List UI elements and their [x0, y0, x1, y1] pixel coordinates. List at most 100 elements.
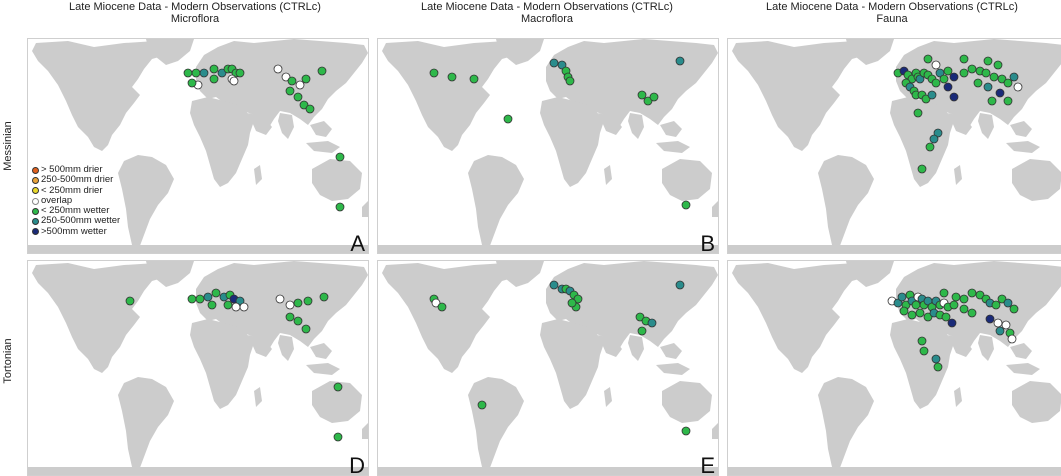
site-marker [208, 301, 216, 309]
continent-southeast-asia [1010, 343, 1032, 359]
continent-north-america [732, 263, 874, 373]
site-marker [942, 313, 950, 321]
continent-antarctica [28, 245, 368, 253]
continent-madagascar [954, 165, 962, 185]
site-marker [294, 299, 302, 307]
site-marker [926, 143, 934, 151]
column-title-fauna: Late Miocene Data - Modern Observations … [727, 1, 1057, 25]
continent-new-zealand [362, 423, 368, 439]
site-marker [334, 383, 342, 391]
continent-greenland [496, 39, 544, 65]
continent-indonesia [1006, 363, 1040, 375]
site-marker [188, 295, 196, 303]
site-marker [968, 309, 976, 317]
site-marker [948, 319, 956, 327]
site-marker [294, 93, 302, 101]
map-panel-c: C [727, 38, 1061, 254]
continent-new-zealand [712, 201, 718, 217]
site-marker [430, 69, 438, 77]
site-marker [960, 295, 968, 303]
site-marker [304, 297, 312, 305]
legend-swatch [32, 167, 39, 174]
site-marker [682, 201, 690, 209]
site-marker [200, 69, 208, 77]
site-marker [638, 327, 646, 335]
map-panel-e: E [377, 260, 719, 476]
continent-south-america [818, 377, 874, 473]
continent-madagascar [254, 165, 262, 185]
continent-southeast-asia [310, 343, 332, 359]
site-marker [992, 301, 1000, 309]
site-marker [318, 67, 326, 75]
continent-greenland [146, 39, 194, 65]
site-marker [988, 97, 996, 105]
site-marker [984, 57, 992, 65]
legend-swatch [32, 228, 39, 235]
site-marker [940, 289, 948, 297]
continent-africa [190, 97, 254, 187]
continent-india [628, 335, 644, 361]
continent-africa [890, 97, 954, 187]
site-marker [286, 313, 294, 321]
site-marker [960, 305, 968, 313]
site-marker [928, 91, 936, 99]
continent-africa [540, 319, 604, 409]
continent-new-zealand [712, 423, 718, 439]
site-marker [1010, 305, 1018, 313]
site-marker [912, 301, 920, 309]
site-marker [944, 67, 952, 75]
site-marker [960, 55, 968, 63]
site-marker [210, 75, 218, 83]
legend-swatch [32, 218, 39, 225]
site-marker [952, 293, 960, 301]
continent-north-america [32, 41, 174, 151]
continent-madagascar [954, 387, 962, 407]
column-title-line1: Late Miocene Data - Modern Observations … [382, 1, 712, 13]
site-marker [918, 337, 926, 345]
site-marker [470, 75, 478, 83]
site-marker [550, 281, 558, 289]
column-title-microflora: Late Miocene Data - Modern Observations … [30, 1, 360, 25]
continent-antarctica [28, 467, 368, 475]
continent-indonesia [306, 363, 340, 375]
continent-greenland [146, 261, 194, 287]
site-marker [192, 69, 200, 77]
world-map-f [728, 261, 1061, 475]
site-marker [676, 281, 684, 289]
site-marker [232, 303, 240, 311]
site-marker [204, 293, 212, 301]
continent-indonesia [306, 141, 340, 153]
site-marker [286, 87, 294, 95]
continent-north-america [382, 41, 524, 151]
continent-north-america [32, 263, 174, 373]
continent-southeast-asia [310, 121, 332, 137]
site-marker [898, 293, 906, 301]
site-marker [1004, 299, 1012, 307]
site-marker [960, 69, 968, 77]
continent-australia [1012, 159, 1061, 201]
continent-south-america [118, 377, 174, 473]
map-panel-f: F [727, 260, 1061, 476]
column-title-macroflora: Late Miocene Data - Modern Observations … [382, 1, 712, 25]
site-marker [288, 77, 296, 85]
site-marker [996, 89, 1004, 97]
site-marker [650, 93, 658, 101]
world-map-e [378, 261, 718, 475]
legend-item: >500mm wetter [32, 227, 120, 237]
site-marker [908, 311, 916, 319]
site-marker [648, 319, 656, 327]
site-marker [968, 289, 976, 297]
continent-australia [662, 381, 712, 423]
site-marker [918, 165, 926, 173]
site-marker [982, 69, 990, 77]
legend-swatch [32, 208, 39, 215]
site-marker [940, 75, 948, 83]
site-marker [900, 307, 908, 315]
site-marker [950, 93, 958, 101]
continent-southeast-asia [1010, 121, 1032, 137]
legend-swatch [32, 177, 39, 184]
continent-antarctica [378, 245, 718, 253]
site-marker [240, 303, 248, 311]
continent-indonesia [656, 363, 690, 375]
continent-south-america [468, 155, 524, 251]
